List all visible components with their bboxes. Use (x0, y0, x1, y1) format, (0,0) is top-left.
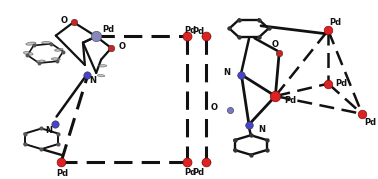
Point (231, 149, 237, 151)
Text: Pd: Pd (56, 169, 68, 178)
Point (56, 142, 62, 145)
Point (266, 27, 272, 30)
Ellipse shape (42, 42, 51, 44)
Ellipse shape (54, 48, 63, 51)
Point (39, 127, 45, 130)
Point (39, 148, 45, 151)
Point (248, 153, 254, 156)
Text: O: O (211, 103, 218, 112)
Point (54, 60, 60, 63)
Point (48, 42, 54, 45)
Point (236, 36, 242, 39)
Point (256, 18, 262, 21)
Point (52, 122, 58, 125)
Point (359, 112, 365, 115)
Point (184, 35, 190, 38)
Point (56, 132, 62, 135)
Text: N: N (259, 125, 266, 134)
Text: O: O (60, 16, 68, 25)
Text: O: O (272, 40, 279, 49)
Text: Pd: Pd (184, 26, 197, 35)
Ellipse shape (36, 60, 45, 63)
Ellipse shape (51, 58, 60, 60)
Ellipse shape (26, 42, 36, 45)
Point (22, 132, 28, 135)
Text: O: O (118, 42, 125, 51)
Point (31, 44, 37, 47)
Point (184, 161, 190, 163)
Point (227, 109, 233, 112)
Text: Pd: Pd (192, 27, 204, 36)
Text: N: N (45, 126, 53, 135)
Point (226, 27, 232, 30)
Point (325, 82, 331, 85)
Text: N: N (89, 76, 96, 85)
Point (58, 161, 64, 163)
Point (203, 35, 209, 38)
Point (236, 18, 242, 21)
Ellipse shape (98, 74, 105, 77)
Text: Pd: Pd (192, 168, 204, 177)
Text: Pd: Pd (284, 96, 296, 105)
Text: Pd: Pd (330, 18, 342, 27)
Point (71, 21, 77, 24)
Point (246, 123, 252, 126)
Point (276, 52, 282, 55)
Point (231, 139, 237, 142)
Point (108, 47, 114, 49)
Point (84, 73, 90, 76)
Point (248, 134, 254, 137)
Point (22, 142, 28, 145)
Point (93, 35, 99, 38)
Text: Pd: Pd (335, 79, 347, 88)
Point (203, 161, 209, 163)
Point (272, 95, 278, 98)
Point (60, 50, 66, 53)
Ellipse shape (98, 65, 107, 67)
Point (256, 36, 262, 39)
Ellipse shape (23, 52, 33, 55)
Point (36, 62, 42, 64)
Point (264, 139, 270, 142)
Text: Pd: Pd (364, 118, 376, 127)
Text: Pd: Pd (184, 168, 197, 177)
Point (239, 73, 245, 76)
Text: N: N (223, 68, 231, 78)
Point (325, 29, 331, 32)
Text: Pd: Pd (102, 25, 114, 34)
Point (264, 149, 270, 151)
Point (25, 54, 31, 57)
